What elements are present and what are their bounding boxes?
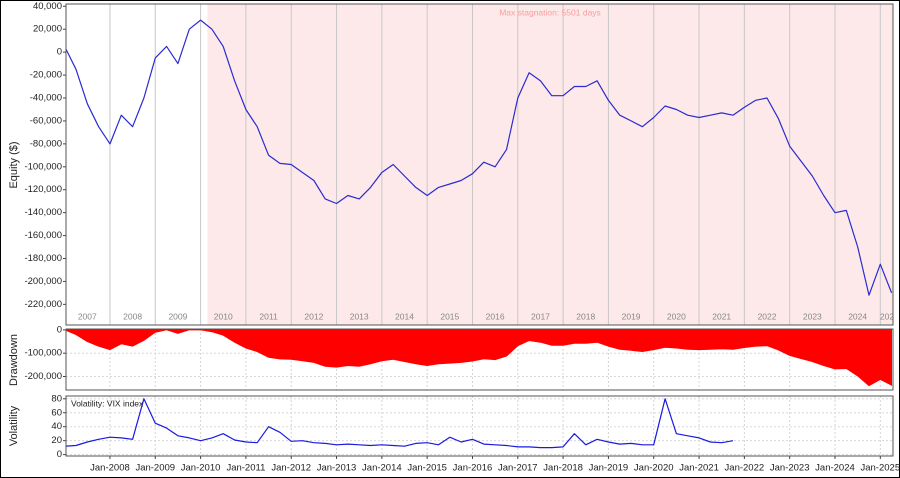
year-label: 2014 [395,311,414,321]
x-tick-label: Jan-2024 [815,463,855,474]
x-tick-label: Jan-2011 [226,463,265,474]
y-tick-label: 20 [51,435,62,446]
y-tick-label: -140,000 [24,207,62,218]
x-tick-label: Jan-2025 [860,463,900,474]
y-tick-label: 40,000 [33,1,62,12]
y-tick-label: 20,000 [33,24,62,35]
panel-frame [65,395,894,457]
year-label: 2012 [304,311,323,321]
y-tick-label: 0 [57,324,62,335]
year-label: 2021 [712,311,731,321]
y-tick-label: -80,000 [30,138,62,149]
y-tick-label: -100,000 [24,348,62,359]
y-axis-title: Drawdown [8,334,20,386]
panel [66,396,893,456]
y-tick-label: -200,000 [24,276,62,287]
legend-label: Volatility: VIX index [71,398,144,408]
year-label: 2023 [803,311,822,321]
x-tick-label: Jan-2022 [725,463,765,474]
y-tick-label: 80 [51,393,62,404]
y-tick-label: -100,000 [24,161,62,172]
year-label: 2008 [123,311,142,321]
x-tick-label: Jan-2010 [181,463,221,474]
y-tick-label: -200,000 [24,371,62,382]
y-tick-label: -20,000 [30,70,62,81]
y-tick-label: 60 [51,407,62,418]
x-tick-label: Jan-2021 [679,463,719,474]
y-tick-label: -40,000 [30,93,62,104]
x-tick-label: Jan-2012 [271,463,311,474]
x-tick-label: Jan-2020 [634,463,674,474]
drawdown-area [66,329,892,387]
year-label: 2011 [259,311,278,321]
panel-frame [65,328,894,391]
series-line [66,398,734,449]
x-tick-label: Jan-2018 [543,463,583,474]
year-label: 2010 [214,311,233,321]
x-tick-label: Jan-2009 [135,463,175,474]
y-tick-label: 0 [57,47,62,58]
x-tick-label: Jan-2013 [317,463,357,474]
y-tick-label: -160,000 [24,230,62,241]
y-tick-label: -60,000 [30,115,62,126]
year-label: 2022 [758,311,777,321]
x-tick-label: Jan-2019 [589,463,629,474]
x-tick-label: Jan-2016 [453,463,493,474]
y-tick-label: 40 [51,421,62,432]
year-label: 2009 [168,311,187,321]
x-tick-label: Jan-2017 [498,463,538,474]
year-label: 2013 [350,311,369,321]
panel-frame [65,3,894,326]
year-label: 2025 [880,311,899,321]
year-label: 2019 [622,311,641,321]
y-tick-label: -120,000 [24,184,62,195]
year-label: 2007 [78,311,97,321]
y-tick-label: -180,000 [24,253,62,264]
year-label: 2018 [576,311,595,321]
series-line [66,19,893,296]
stagnation-shade [207,4,893,325]
year-label: 2017 [531,311,550,321]
y-axis-title: Equity ($) [8,141,20,188]
x-tick-label: Jan-2015 [407,463,447,474]
y-tick-label: -220,000 [24,299,62,310]
y-axis-title: Volatility [8,405,20,446]
year-label: 2020 [667,311,686,321]
x-tick-label: Jan-2008 [90,463,130,474]
y-tick-label: 0 [57,449,62,460]
panel: 2007 2008 2009 2010 2011 2012 2013 2014 2015 2016… [66,4,899,325]
annotation: Max stagnation: 5501 days [499,7,601,17]
x-tick-label: Jan-2014 [362,463,402,474]
year-label: 2016 [486,311,505,321]
x-tick-label: Jan-2023 [770,463,810,474]
panel [66,329,893,390]
year-label: 2024 [848,311,867,321]
year-label: 2015 [440,311,459,321]
